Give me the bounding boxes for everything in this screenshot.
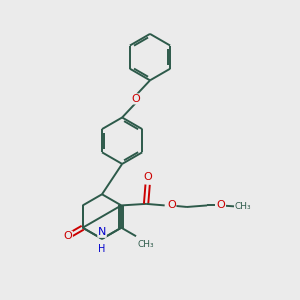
Text: O: O xyxy=(143,172,152,182)
Text: CH₃: CH₃ xyxy=(235,202,252,211)
Text: CH₃: CH₃ xyxy=(137,240,154,249)
Text: N: N xyxy=(98,227,106,237)
Text: O: O xyxy=(132,94,140,104)
Text: H: H xyxy=(98,244,106,254)
Text: O: O xyxy=(167,200,176,210)
Text: O: O xyxy=(217,200,225,210)
Text: O: O xyxy=(64,231,72,241)
